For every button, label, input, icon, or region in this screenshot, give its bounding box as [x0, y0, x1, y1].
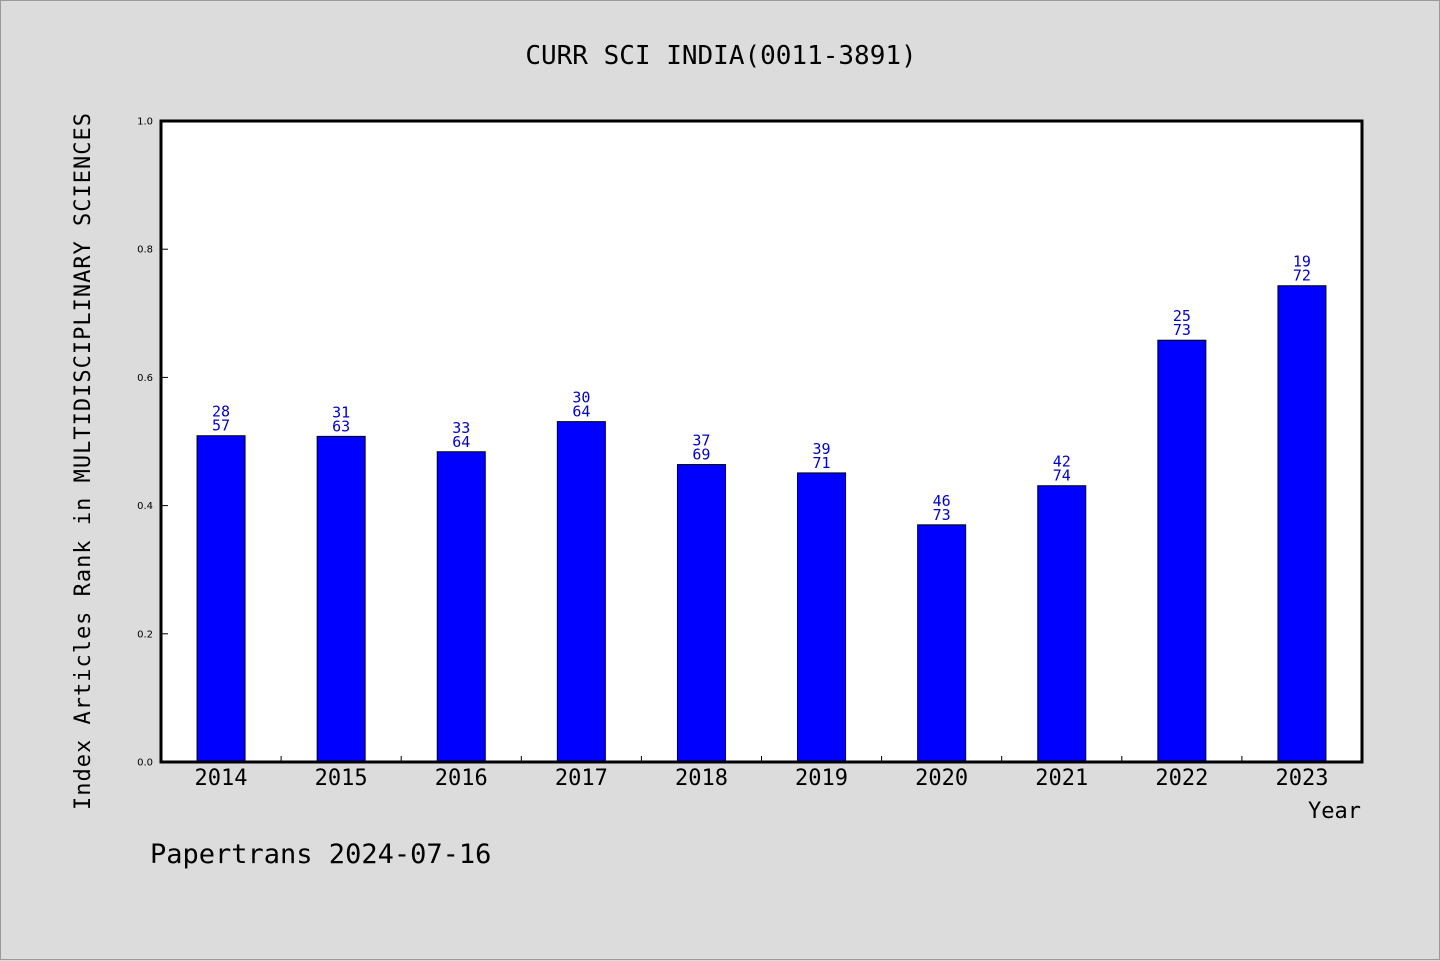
- y-tick-label-1.0: 1.0: [137, 117, 153, 128]
- y-axis-label: Index Articles Rank in MULTIDISCIPLINARY…: [71, 112, 96, 810]
- bar-2023: [1277, 285, 1327, 763]
- bar-2014: [196, 435, 246, 763]
- bar-2016: [436, 451, 486, 763]
- x-tick-label-2017: 2017: [555, 766, 608, 791]
- bar-rank-label-2014: 28: [212, 403, 230, 421]
- bar-total-label-2017: 64: [572, 403, 590, 421]
- x-tick-label-2014: 2014: [195, 766, 248, 791]
- bar-rank-label-2015: 31: [332, 403, 350, 421]
- bar-total-label-2021: 74: [1053, 467, 1071, 485]
- bar-total-label-2022: 73: [1173, 321, 1191, 339]
- bar-total-label-2020: 73: [933, 506, 951, 524]
- bar-2019: [797, 472, 847, 763]
- bar-total-label-2019: 71: [813, 454, 831, 472]
- bar-2021: [1037, 485, 1087, 763]
- bar-rank-label-2023: 19: [1293, 253, 1311, 271]
- y-tick-label-0.4: 0.4: [137, 501, 153, 512]
- x-tick-label-2015: 2015: [315, 766, 368, 791]
- bar-total-label-2018: 69: [692, 446, 710, 464]
- bar-2018: [676, 464, 726, 763]
- x-tick-label-2020: 2020: [915, 766, 968, 791]
- y-tick-label-0.8: 0.8: [137, 245, 153, 256]
- bar-rank-label-2021: 42: [1053, 453, 1071, 471]
- x-tick-label-2023: 2023: [1275, 766, 1328, 791]
- chart-title: CURR SCI INDIA(0011-3891): [525, 41, 916, 71]
- x-tick-label-2022: 2022: [1155, 766, 1208, 791]
- x-tick-label-2021: 2021: [1035, 766, 1088, 791]
- x-axis-label: Year: [1308, 799, 1361, 824]
- plot-border: [159, 119, 1364, 764]
- x-tick-label-2019: 2019: [795, 766, 848, 791]
- bar-total-label-2015: 63: [332, 417, 350, 435]
- bar-2015: [316, 435, 366, 763]
- y-tick-label-0.0: 0.0: [137, 758, 153, 769]
- y-tick-label-0.6: 0.6: [137, 373, 153, 384]
- footer-stamp: Papertrans 2024-07-16: [150, 839, 491, 870]
- bar-2017: [556, 421, 606, 763]
- bar-rank-label-2020: 46: [933, 492, 951, 510]
- y-tick-label-0.2: 0.2: [137, 629, 153, 640]
- bar-total-label-2014: 57: [212, 417, 230, 435]
- bar-total-label-2023: 72: [1293, 267, 1311, 285]
- x-tick-label-2018: 2018: [675, 766, 728, 791]
- bar-rank-label-2018: 37: [692, 432, 710, 450]
- bar-rank-label-2017: 30: [572, 389, 590, 407]
- bar-2022: [1157, 339, 1207, 763]
- bar-rank-label-2016: 33: [452, 419, 470, 437]
- bar-total-label-2016: 64: [452, 433, 470, 451]
- bar-rank-label-2022: 25: [1173, 307, 1191, 325]
- bar-rank-label-2019: 39: [813, 440, 831, 458]
- x-tick-label-2016: 2016: [435, 766, 488, 791]
- ticks-layer: 2014 2015 2016 2017 2018 2019 2020 2021 2022 2023…: [137, 117, 1328, 792]
- bar-2020: [917, 524, 967, 763]
